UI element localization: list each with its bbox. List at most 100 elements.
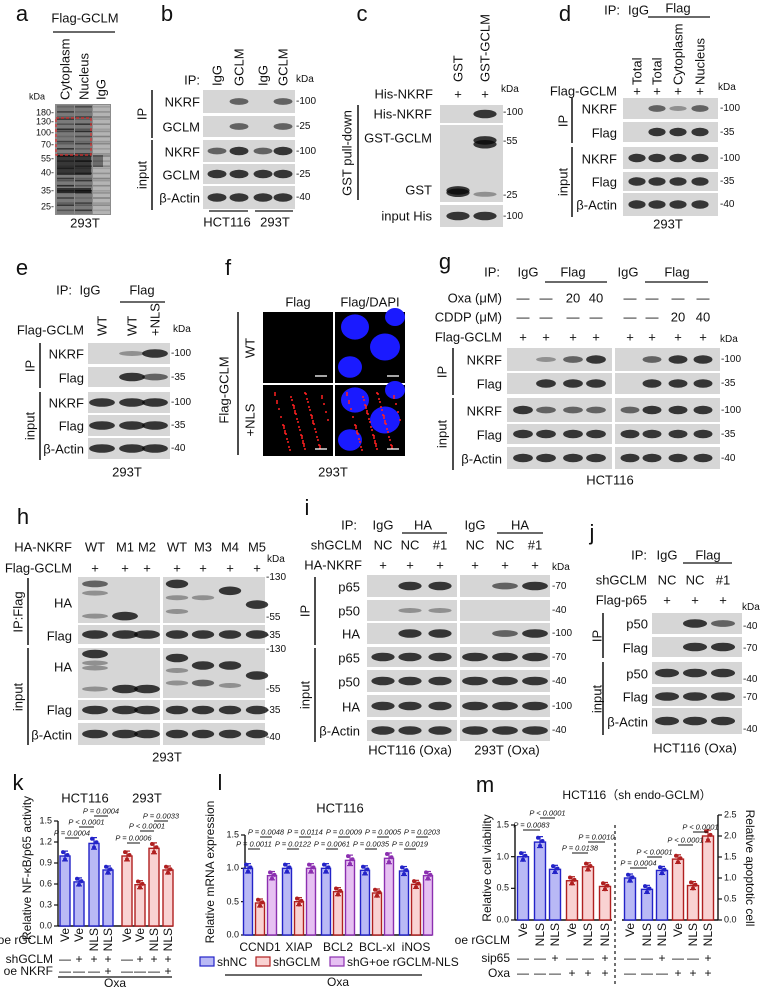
- flag-signal: [327, 419, 329, 421]
- condition-sign: —: [121, 952, 133, 966]
- x-tick-label: CCND1: [239, 940, 281, 954]
- treatment-label-flag-p65: Flag-p65: [595, 592, 647, 608]
- protein-band: [218, 586, 242, 596]
- protein-band: [628, 200, 646, 209]
- flag-signal: [378, 398, 380, 400]
- bar-shgclm: [293, 900, 305, 936]
- data-point: [338, 888, 343, 893]
- gel-band: [75, 179, 92, 182]
- gel-band: [57, 204, 74, 206]
- protein-band: [563, 406, 583, 414]
- group-label-input: input: [555, 167, 571, 197]
- data-point: [538, 843, 542, 848]
- treatment-label-oxa: Oxa (μM): [447, 290, 502, 306]
- treatment-sign: +: [696, 83, 704, 99]
- treatment-sign: +: [91, 560, 99, 576]
- protein-band: [536, 379, 556, 388]
- data-point: [336, 892, 340, 897]
- protein-band: [191, 595, 215, 601]
- treatment-sign: +: [173, 560, 181, 576]
- flag-signal: [382, 414, 384, 416]
- protein-band: [273, 146, 293, 156]
- kda-marker: 100-: [35, 127, 54, 138]
- data-point: [77, 882, 81, 887]
- x-tick-label: Ve: [120, 928, 134, 943]
- protein-band: [642, 429, 662, 439]
- condition-sign: —: [672, 951, 684, 965]
- protein-band: [371, 652, 395, 662]
- kda-marker: -100: [171, 348, 192, 359]
- data-point: [605, 883, 610, 888]
- gel-band: [93, 209, 110, 212]
- bar-shnc: [242, 867, 254, 936]
- flag-signal: [397, 411, 399, 413]
- protein-band: [112, 729, 138, 739]
- kda-marker: -100: [296, 96, 317, 107]
- data-point: [140, 881, 145, 886]
- flag-signal: [376, 392, 378, 394]
- kda-marker: -25: [296, 121, 311, 132]
- lane-label: WT: [166, 539, 188, 555]
- cell-line-label: 293T (Oxa): [474, 742, 540, 758]
- row-label--actin: β-Actin: [576, 197, 617, 213]
- protein-band: [691, 177, 709, 186]
- condition-sign: —: [59, 952, 71, 966]
- row-label-nkrf: NKRF: [48, 346, 84, 362]
- protein-band: [218, 683, 242, 688]
- protein-band: [428, 581, 452, 591]
- y-tick-label: 0.0: [39, 920, 52, 931]
- gel-band: [57, 135, 74, 138]
- condition-label: oe NKRF: [3, 964, 53, 978]
- data-point: [299, 898, 304, 903]
- data-point: [553, 870, 557, 875]
- lane-label: M4: [220, 539, 240, 555]
- protein-band: [218, 705, 242, 715]
- kda-marker: -100: [171, 397, 192, 408]
- row-label: β-Actin: [607, 714, 648, 729]
- condition-sign: —: [566, 951, 578, 965]
- protein-band: [563, 429, 583, 439]
- gel-band: [57, 118, 74, 120]
- protein-band: [428, 726, 452, 735]
- condition-sign: +: [568, 966, 576, 980]
- data-point: [674, 853, 678, 858]
- flag-signal: [306, 398, 308, 400]
- x-tick-label: Ve: [133, 928, 147, 943]
- y-tick-label: 1.5: [724, 851, 737, 862]
- data-point: [385, 852, 389, 857]
- row-label-p50: p50: [338, 603, 360, 619]
- bar-shnc: [398, 870, 410, 936]
- condition-sign: —: [624, 951, 636, 965]
- flag-signal: [381, 409, 383, 411]
- protein-band: [119, 372, 145, 382]
- shrna-value: NC: [373, 537, 393, 553]
- flag-signal: [282, 424, 284, 426]
- protein-band: [428, 676, 452, 686]
- data-point: [660, 871, 664, 876]
- treatment-sign: +: [691, 592, 699, 608]
- data-point: [346, 854, 350, 859]
- protein-band: [142, 421, 168, 430]
- protein-band: [462, 676, 488, 686]
- row-label: HA: [53, 595, 72, 611]
- gel-band: [57, 140, 74, 143]
- bar-shnc: [359, 869, 371, 936]
- protein-band: [654, 692, 680, 701]
- panel-letter-a: a: [15, 1, 29, 26]
- bar-viability: [548, 868, 562, 921]
- protein-band: [398, 701, 422, 711]
- row-label: GST: [405, 182, 432, 198]
- protein-band: [620, 453, 640, 463]
- blot-strip: [615, 447, 720, 469]
- lane-label: GST-GCLM: [477, 14, 493, 82]
- protein-band: [669, 177, 687, 186]
- header-flag-gclm: Flag-GCLM: [51, 10, 119, 26]
- row-label: His-NKRF: [373, 106, 433, 122]
- flag-signal: [294, 412, 296, 414]
- protein-band: [229, 169, 249, 179]
- p-value-label: P = 0.0011: [236, 839, 272, 849]
- protein-band: [648, 153, 666, 163]
- kda-marker: -35: [721, 428, 736, 440]
- flag-signal: [359, 441, 361, 443]
- condition-sign: —: [656, 966, 668, 980]
